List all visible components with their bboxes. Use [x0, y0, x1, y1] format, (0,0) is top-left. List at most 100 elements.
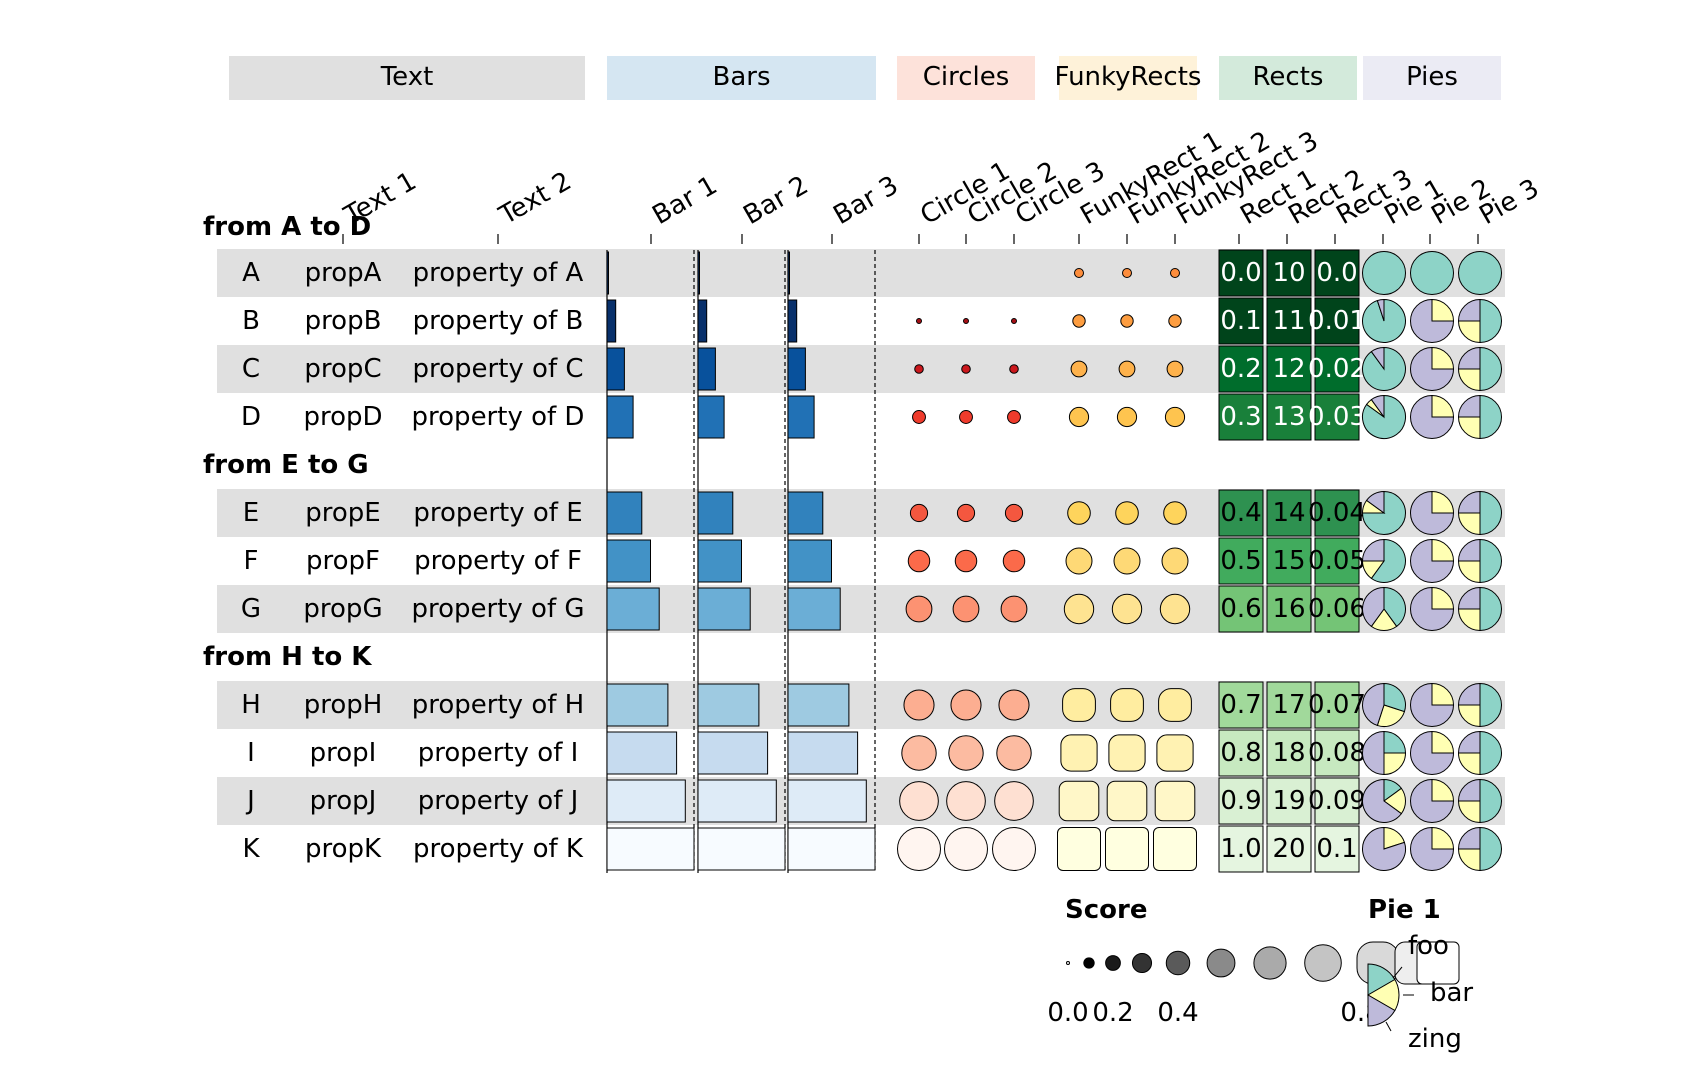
rect-1-b: [1218, 297, 1264, 345]
pie-2-d: [1410, 394, 1455, 439]
circle-1-b: [916, 318, 922, 324]
pie-legend-leader: [1385, 1021, 1392, 1032]
funkyrect-1-c: [1070, 360, 1088, 378]
pie-slice-bar: [1376, 704, 1406, 727]
rect-2-value: 11: [1272, 306, 1305, 336]
rect-2-c: [1266, 345, 1312, 393]
pie-slice-bar: [1457, 800, 1481, 824]
bar-2-d: [697, 395, 725, 439]
pie-slice-zing: [1376, 298, 1385, 322]
text2-cell: property of H: [412, 690, 584, 720]
circle-1-c: [914, 364, 924, 374]
pie-slice-bar: [1431, 394, 1455, 418]
pie-2-i: [1410, 730, 1455, 775]
column-group-header-circles: [897, 56, 1035, 100]
circle-3-h: [998, 689, 1030, 721]
rect-2-value: 20: [1272, 834, 1305, 864]
pie-slice-zing: [1370, 394, 1385, 419]
funkyrect-3-a: [1170, 268, 1180, 278]
circle-1-k: [897, 827, 941, 871]
pie-slice-foo: [1479, 346, 1502, 392]
pie-slice-foo: [1479, 298, 1502, 344]
column-label-bar-3: Bar 3: [829, 170, 904, 231]
circle-3-j: [994, 781, 1034, 821]
column-group-label-funkyrects: FunkyRects: [1055, 62, 1202, 92]
row-id-label: I: [247, 738, 255, 768]
circle-1-j: [899, 781, 939, 821]
score-legend-mark: [1253, 946, 1287, 980]
circle-2-i: [948, 735, 984, 771]
bar-3-j: [787, 779, 867, 823]
rect-1-e: [1218, 489, 1264, 537]
pie-slice-zing: [1370, 346, 1385, 371]
rect-3-value: 0.03: [1308, 402, 1366, 432]
column-group-header-pies: [1363, 56, 1501, 100]
pie-slice-bar: [1431, 346, 1455, 370]
pie-1-g: [1362, 586, 1406, 631]
column-group-label-bars: Bars: [712, 62, 770, 92]
rect-2-value: 13: [1272, 402, 1305, 432]
row-id-label: H: [241, 690, 261, 720]
rect-1-j: [1218, 777, 1264, 825]
funkyrect-2-c: [1118, 360, 1136, 378]
text1-cell: propH: [304, 690, 383, 720]
pie-legend-slice-zing: [1367, 994, 1396, 1027]
funkyrect-2-i: [1108, 734, 1146, 772]
pie-slice-bar: [1431, 826, 1455, 850]
pie-legend-label-bar: bar: [1430, 978, 1473, 1008]
rect-3-e: [1314, 489, 1360, 537]
rect-1-f: [1218, 537, 1264, 585]
text2-cell: property of F: [414, 546, 582, 576]
column-group-label-pies: Pies: [1406, 62, 1458, 92]
rect-2-d: [1266, 393, 1312, 441]
rect-1-value: 0.7: [1220, 690, 1261, 720]
column-label-bar-1: Bar 1: [648, 170, 723, 231]
pie-slice-zing: [1410, 826, 1455, 871]
pie-slice-foo: [1410, 251, 1454, 295]
row-id-label: E: [243, 498, 259, 528]
rect-2-h: [1266, 681, 1312, 729]
pie-3-j: [1457, 778, 1502, 824]
rect-3-value: 0.04: [1308, 498, 1366, 528]
score-legend-tick-label: 0.0: [1047, 998, 1088, 1028]
funkyrect-3-g: [1159, 593, 1191, 625]
pie-slice-zing: [1457, 730, 1481, 754]
funkyrect-3-d: [1164, 406, 1186, 428]
funkyrect-1-k: [1057, 827, 1101, 871]
circle-2-c: [961, 364, 971, 374]
pie-slice-foo: [1479, 826, 1502, 872]
pie-slice-zing: [1410, 298, 1455, 343]
pie-slice-bar: [1457, 752, 1481, 776]
pie-slice-zing: [1362, 586, 1385, 628]
funkyrect-1-j: [1058, 780, 1100, 822]
rect-1-d: [1218, 393, 1264, 441]
pie-slice-bar: [1431, 298, 1455, 322]
rect-1-value: 1.0: [1220, 834, 1261, 864]
funkyrect-3-e: [1163, 501, 1187, 525]
rect-1-c: [1218, 345, 1264, 393]
pie-slice-zing: [1410, 538, 1455, 583]
pie-2-f: [1410, 538, 1455, 583]
bar-3-f: [787, 539, 832, 583]
row-group-label-from-h-to-k: from H to K: [203, 642, 372, 672]
funkyrect-2-k: [1105, 827, 1149, 871]
pie-slice-zing: [1362, 730, 1385, 776]
pie-slice-bar: [1383, 752, 1407, 776]
funkyrect-1-e: [1067, 501, 1091, 525]
pie-legend-leader: [1392, 966, 1403, 979]
funkyrect-1-d: [1068, 406, 1090, 428]
bar-3-g: [787, 587, 841, 631]
pie-2-g: [1410, 586, 1455, 631]
pie-1-a: [1362, 251, 1406, 295]
bar-1-b: [606, 299, 617, 343]
bar-2-j: [697, 779, 777, 823]
rect-2-value: 14: [1272, 498, 1305, 528]
funkyrect-2-j: [1106, 780, 1148, 822]
pie-1-k: [1362, 826, 1406, 871]
bar-3-i: [787, 731, 859, 775]
rect-1-value: 0.0: [1220, 258, 1261, 288]
bar-3-c: [787, 347, 806, 391]
pie-slice-foo: [1479, 730, 1502, 776]
pie-slice-foo: [1479, 586, 1502, 632]
